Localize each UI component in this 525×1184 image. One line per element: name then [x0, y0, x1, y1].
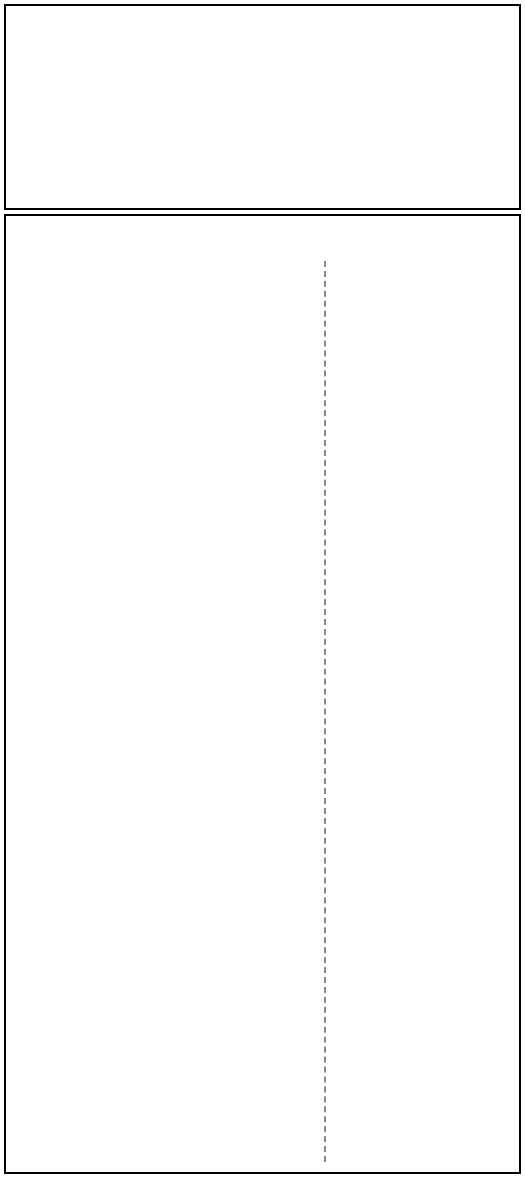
divider [324, 261, 326, 1162]
panel-bcd [4, 214, 521, 1174]
panel-a [4, 4, 521, 210]
